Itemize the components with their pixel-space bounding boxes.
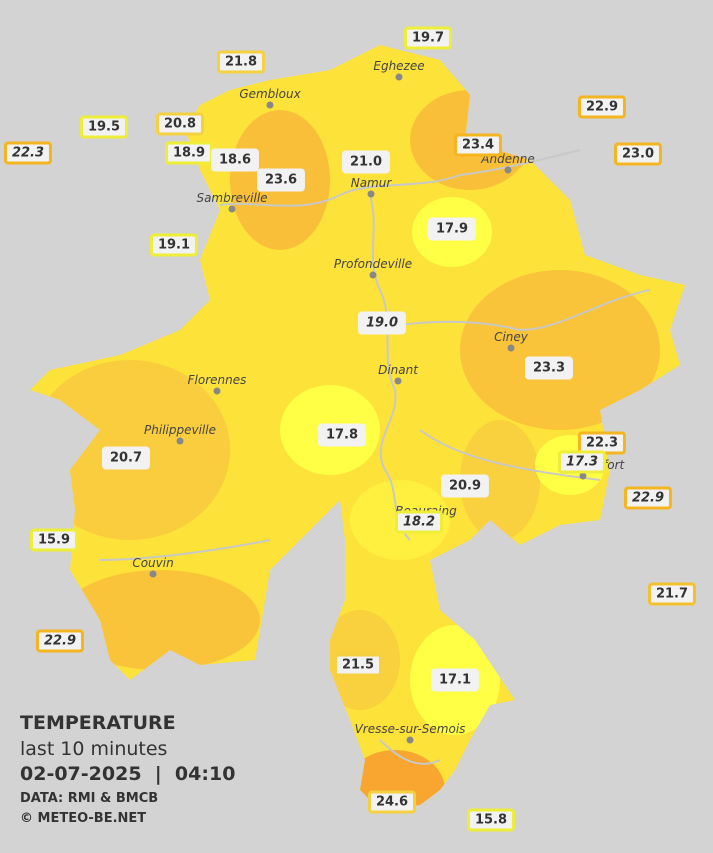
legend-period: last 10 minutes: [20, 738, 168, 760]
station-reading: 19.1: [149, 233, 199, 257]
town-label: Namur: [350, 176, 392, 190]
legend-datetime: 02-07-2025 | 04:10: [20, 763, 236, 785]
station-reading: 24.6: [367, 790, 417, 814]
station-reading: 17.3: [557, 450, 607, 474]
town-label: Sambreville: [196, 191, 268, 205]
town-label: Eghezee: [373, 59, 425, 73]
station-reading: 21.8: [216, 50, 266, 74]
town-label: Vresse-sur-Semois: [354, 722, 466, 736]
town-label: Florennes: [187, 373, 247, 387]
town-label: Ciney: [494, 330, 528, 344]
station-reading: 18.9: [164, 141, 214, 165]
rivers: [99, 149, 651, 765]
legend-title: TEMPERATURE: [20, 712, 176, 734]
station-reading: 18.2: [394, 510, 444, 534]
station-reading: 19.7: [403, 26, 453, 50]
station-reading: 22.9: [577, 95, 627, 119]
station-reading: 23.0: [613, 142, 663, 166]
station-reading: 21.0: [341, 150, 391, 174]
legend-source: DATA: RMI & BMCB: [20, 791, 159, 806]
town-label: Couvin: [132, 556, 174, 570]
town-label: Dinant: [378, 363, 418, 377]
station-reading: 23.4: [453, 133, 503, 157]
station-reading: 15.9: [29, 528, 79, 552]
station-reading: 23.3: [524, 356, 574, 380]
station-reading: 17.8: [317, 423, 367, 447]
station-reading: 20.8: [155, 112, 205, 136]
town-dots: [149, 73, 587, 744]
station-reading: 17.9: [427, 217, 477, 241]
station-reading: 19.5: [79, 115, 129, 139]
town-label: Profondeville: [333, 257, 413, 271]
station-reading: 18.6: [210, 148, 260, 172]
station-reading: 22.9: [35, 629, 85, 653]
station-reading: 21.5: [333, 653, 383, 677]
station-reading: 19.0: [357, 311, 407, 335]
legend-copyright: © METEO-BE.NET: [20, 811, 147, 826]
station-reading: 21.7: [647, 582, 697, 606]
station-reading: 17.1: [430, 668, 480, 692]
station-reading: 22.3: [3, 141, 53, 165]
station-reading: 22.9: [623, 486, 673, 510]
town-label: Philippeville: [144, 423, 216, 437]
station-reading: 23.6: [256, 168, 306, 192]
station-reading: 20.7: [101, 446, 151, 470]
town-label: Gembloux: [239, 87, 301, 101]
station-reading: 22.3: [577, 431, 627, 455]
station-reading: 15.8: [466, 808, 516, 832]
station-reading: 20.9: [440, 474, 490, 498]
